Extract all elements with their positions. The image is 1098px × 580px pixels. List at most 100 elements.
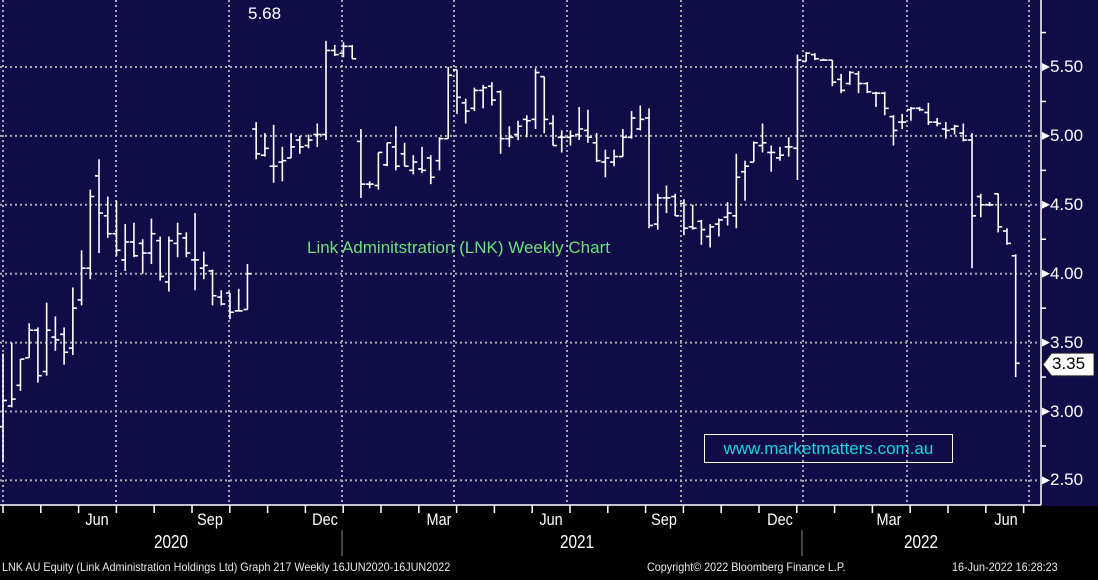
ohlc-bar [653,193,662,230]
x-year-label: 2022 [903,532,939,552]
ohlc-bar [758,123,767,153]
ohlc-bar [129,222,138,258]
x-year-label: 2021 [559,532,595,552]
ohlc-bar [496,90,505,154]
watermark-link[interactable]: www.marketmatters.com.au [704,434,953,463]
y-tick-marker [1042,407,1050,416]
ohlc-bar [217,290,226,306]
ohlc-bar [706,224,715,248]
ohlc-bar [741,160,750,201]
footer: LNK AU Equity (Link Administration Holdi… [2,560,1094,576]
ohlc-bar [365,181,374,189]
ohlc-bar [985,202,994,207]
ohlc-bar [994,192,1003,233]
ohlc-bar [505,126,514,147]
ohlc-bar [7,342,16,408]
ohlc-bar [383,141,392,167]
ohlc-bar [470,87,479,112]
ohlc-bar [313,123,322,147]
ohlc-bar [837,73,846,94]
chart-title: Link Adminitstration (LNK) Weekly Chart [307,238,610,257]
ohlc-bar [208,269,217,306]
ohlc-bar [243,264,252,311]
ohlc-bar [444,67,453,140]
ohlc-bar [583,109,592,143]
ohlc-bar [636,105,645,131]
ohlc-bar [662,185,671,214]
ohlc-bar [487,82,496,106]
x-month-label: Jun [994,510,1018,529]
ohlc-bar [531,68,540,130]
ohlc-bar [793,54,802,180]
footer-copyright: Copyright© 2022 Bloomberg Finance L.P. [647,560,846,574]
ohlc-bar [147,218,156,265]
ohlc-bar [164,236,173,292]
ohlc-bar [348,44,357,60]
x-month-label: Jun [85,510,109,529]
ohlc-bar [173,222,182,258]
ohlc-bar [304,134,313,149]
ohlc-bar [322,40,331,141]
ohlc-bar [252,122,261,160]
ohlc-bar [941,122,950,139]
ohlc-bar [933,117,942,127]
ohlc-bar [339,42,348,58]
y-tick-marker [1042,269,1050,278]
ohlc-bar [767,145,776,172]
ohlc-bar [880,91,889,116]
ohlc-bar [618,129,627,158]
ohlc-bar [330,44,339,56]
ohlc-bar [557,130,566,153]
x-month-label: Dec [312,510,338,529]
ohlc-bar [479,84,488,109]
ohlc-bar [112,200,121,256]
ohlc-bar [566,130,575,146]
ohlc-bar [25,323,34,359]
chart-plot-area [0,0,1098,506]
ohlc-bar [60,327,69,365]
ohlc-bar [121,224,130,271]
x-year-label: 2020 [153,532,189,552]
ohlc-bar [191,213,200,291]
ohlc-bar [732,153,741,229]
ohlc-bar [374,151,383,190]
ohlc-bar [601,149,610,178]
y-tick-label: 4.00 [1050,263,1084,283]
y-tick-label: 4.50 [1050,194,1084,214]
ohlc-bar [810,53,819,61]
ohlc-bar [418,146,427,174]
footer-timestamp: 16-Jun-2022 16:28:23 [952,560,1058,574]
ohlc-bar [269,124,278,183]
x-month-label: Sep [651,510,677,529]
ohlc-bar [610,149,619,167]
y-tick-marker [1042,476,1050,485]
ohlc-bar [1011,254,1020,378]
high-annotation: 5.68 [248,4,282,23]
ohlc-bar [749,141,758,163]
ohlc-bar [924,102,933,125]
ohlc-bar [86,189,95,280]
ohlc-bar [278,146,287,182]
ohlc-bar [138,239,147,274]
ohlc-bar [889,115,898,146]
y-tick-marker [1042,63,1050,71]
ohlc-bar [976,193,985,218]
ohlc-bar [775,146,784,161]
ohlc-bar [0,353,7,463]
ohlc-bar [863,82,872,94]
ohlc-bar [68,287,77,356]
ohlc-bar [592,133,601,163]
ohlc-bar [950,124,959,135]
ohlc-bar [898,113,907,130]
ohlc-bar [95,159,104,254]
ohlc-bar [714,218,723,237]
ohlc-bar [906,106,915,121]
ohlc-bar [845,71,854,85]
ohlc-bar [697,219,706,245]
ohlc-bar [260,133,269,157]
ohlc-bar [33,327,42,383]
ohlc-bar [671,193,680,217]
ohlc-bar [645,108,654,229]
x-month-label: Dec [767,510,793,529]
last-price-value: 3.35 [1052,354,1086,373]
